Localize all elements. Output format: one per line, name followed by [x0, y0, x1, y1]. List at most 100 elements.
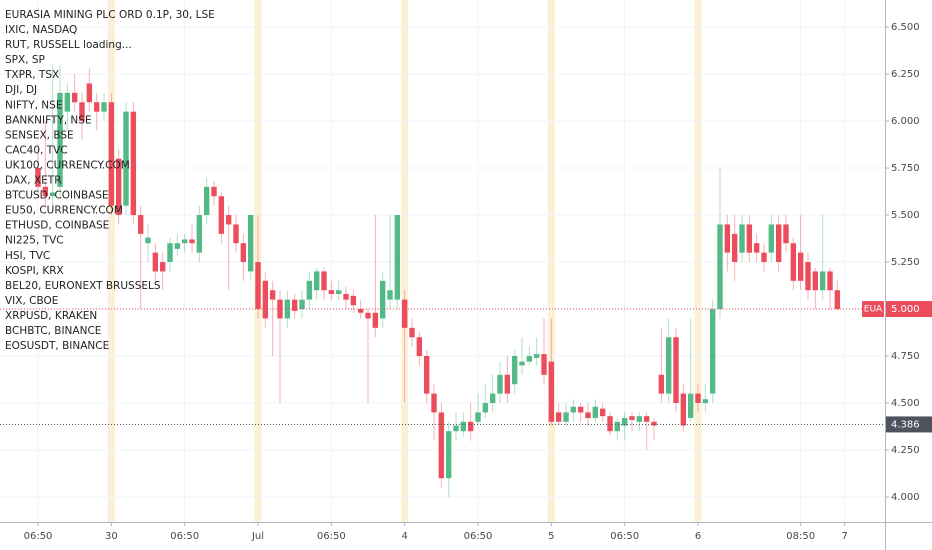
candle-body — [416, 337, 423, 357]
candle-body — [827, 271, 833, 291]
candle-body — [695, 393, 701, 404]
candle-body — [797, 252, 804, 281]
candle-body — [101, 102, 107, 112]
candle-body — [42, 186, 49, 197]
crosshair-label: 4.386 — [891, 419, 920, 430]
y-tick-label: 6.500 — [891, 22, 920, 33]
candle-body — [233, 224, 239, 244]
symbol-name: BTCUSD, COINBASE — [5, 190, 109, 202]
candle-body — [203, 186, 210, 216]
candle-body — [482, 403, 489, 413]
candle-body — [819, 271, 826, 291]
x-tick-label: 08:50 — [786, 531, 815, 542]
candle-body — [812, 271, 819, 291]
candle-body — [196, 215, 203, 253]
symbol-name: NI225, TVC — [5, 235, 64, 247]
candle-body — [247, 215, 254, 272]
candle-body — [152, 252, 159, 272]
candle-body — [526, 356, 533, 362]
candle-body — [739, 224, 745, 253]
candle-body — [313, 271, 320, 291]
candle-body — [306, 280, 313, 300]
candle-body — [79, 102, 85, 122]
candle-body — [783, 224, 789, 244]
last-price-label: 5.000 — [891, 304, 920, 315]
candle-body — [761, 252, 767, 263]
symbol-name: VIX, CBOE — [5, 295, 58, 307]
candle-body — [614, 421, 621, 432]
x-tick-label: 6 — [695, 531, 701, 542]
candle-body — [284, 299, 291, 319]
x-tick-label: 5 — [548, 531, 554, 542]
y-tick-label: 6.000 — [891, 116, 920, 127]
candle-body — [167, 243, 173, 263]
candle-body — [636, 416, 643, 422]
y-tick-label: 5.750 — [891, 163, 920, 174]
x-tick-label: 30 — [105, 531, 118, 542]
candle-body — [563, 412, 569, 422]
candle-body — [255, 262, 261, 310]
candle-body — [211, 186, 217, 197]
symbol-name: KOSPI, KRX — [5, 265, 64, 277]
candle-body — [621, 418, 628, 426]
candle-body — [372, 312, 379, 328]
x-tick-label: Jul — [251, 531, 264, 542]
x-tick-label: 4 — [401, 531, 407, 542]
symbol-name: IXIC, NASDAQ — [5, 24, 77, 36]
candle-body — [108, 102, 115, 206]
candle-body — [724, 224, 731, 253]
y-tick-label: 6.250 — [891, 69, 920, 80]
symbol-name: BCHBTC, BINANCE — [5, 325, 101, 337]
candle-body — [577, 406, 584, 413]
candle-body — [225, 215, 232, 225]
candle-body — [123, 111, 129, 206]
symbol-name: RUT, RUSSELL loading... — [5, 39, 132, 51]
symbol-name: CAC40, TVC — [5, 144, 68, 156]
candle-body — [585, 412, 591, 419]
candle-body — [497, 374, 503, 394]
candle-body — [665, 337, 672, 394]
y-tick-label: 4.750 — [891, 351, 920, 362]
symbol-name: SENSEX, BSE — [5, 129, 74, 141]
candle-body — [357, 309, 364, 313]
symbol-name: TXPR, TSX — [4, 69, 59, 81]
y-tick-label: 4.000 — [891, 492, 920, 503]
y-tick-label: 5.500 — [891, 210, 920, 221]
candle-body — [291, 299, 298, 311]
candle-body — [445, 431, 452, 479]
candle-body — [159, 262, 166, 272]
candle-body — [511, 356, 518, 385]
candle-body — [805, 262, 811, 291]
candle-body — [86, 83, 93, 103]
candle-body — [570, 406, 577, 413]
candle-body — [379, 280, 386, 319]
candle-body — [299, 299, 305, 310]
y-tick-label: 4.250 — [891, 445, 920, 456]
x-tick-label: 06:50 — [464, 531, 493, 542]
symbol-name: UK100, CURRENCY.COM — [5, 159, 130, 171]
candle-body — [768, 224, 775, 253]
candle-body — [174, 243, 181, 249]
candle-body — [548, 361, 555, 422]
symbol-tag — [862, 301, 884, 318]
candle-body — [57, 92, 63, 187]
y-tick-label: 5.250 — [891, 257, 920, 268]
candle-body — [453, 425, 459, 432]
candle-body — [467, 421, 474, 432]
candle-body — [130, 111, 137, 216]
candle-body — [790, 243, 797, 281]
candle-body — [71, 92, 78, 103]
candle-body — [277, 299, 283, 319]
chart-title: EURASIA MINING PLC ORD 0.1P, 30, LSE — [5, 9, 215, 21]
candle-body — [401, 299, 408, 328]
candle-body — [423, 356, 430, 394]
candle-body — [658, 374, 665, 394]
symbol-name: BANKNIFTY, NSE — [5, 114, 92, 126]
candle-body — [731, 233, 738, 263]
candle-body — [269, 290, 276, 300]
candle-body — [533, 354, 540, 358]
candle-body — [592, 406, 599, 419]
candle-body — [365, 312, 371, 319]
candle-body — [343, 293, 349, 300]
